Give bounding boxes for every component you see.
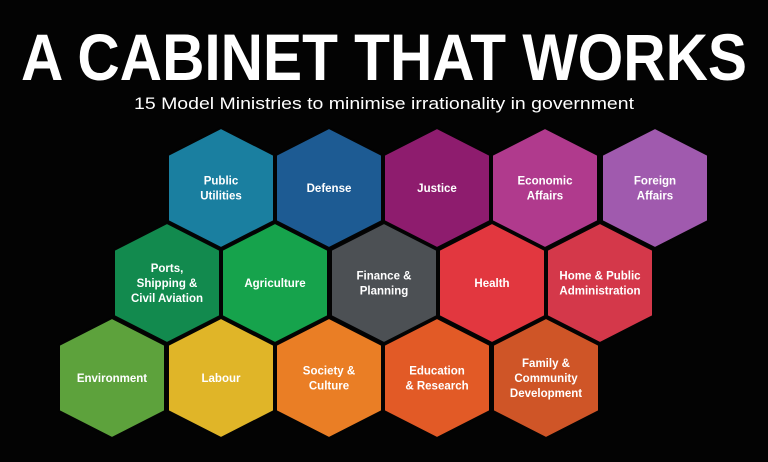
hexagon-shape	[383, 316, 491, 440]
hexagon-shape	[275, 126, 383, 250]
hexagon-shape	[275, 316, 383, 440]
ministry-label: & Research	[405, 381, 468, 393]
ministry-label: Family &	[522, 358, 570, 370]
ministry-hex: Society & Culture	[275, 316, 383, 440]
ministry-label: Community	[514, 373, 578, 385]
ministry-label: Labour	[202, 373, 241, 385]
hexagon-shape	[491, 126, 599, 250]
ministry-label: Defense	[307, 183, 352, 195]
ministry-hex: Economic Affairs	[491, 126, 599, 250]
hexagon-shape	[167, 316, 275, 440]
ministry-label: Shipping &	[137, 278, 198, 290]
hexagon-shape	[601, 126, 709, 250]
ministry-label: Culture	[309, 381, 349, 393]
ministry-hex: Defense	[275, 126, 383, 250]
ministry-label: Education	[409, 366, 465, 378]
ministry-label: Public	[204, 176, 239, 188]
ministry-label: Society &	[303, 366, 355, 378]
hexagon-shape	[167, 126, 275, 250]
hexagon-shape	[58, 316, 166, 440]
hexagon-shape	[383, 126, 491, 250]
ministry-hex: Agriculture	[221, 221, 329, 345]
ministry-hex: Ports, Shipping & Civil Aviation	[113, 221, 221, 345]
ministry-label: Ports,	[151, 263, 184, 275]
ministry-label: Civil Aviation	[131, 293, 203, 305]
ministry-label: Administration	[559, 286, 640, 298]
ministry-hex: Environment	[58, 316, 166, 440]
ministry-label: Finance &	[357, 271, 412, 283]
ministry-hex: Labour	[167, 316, 275, 440]
ministry-label: Affairs	[527, 191, 563, 203]
hexagon-shape	[221, 221, 329, 345]
ministry-label: Agriculture	[244, 278, 305, 290]
ministry-hex-grid: Public Utilities Defense Justice Economic Aff…	[58, 126, 709, 440]
ministry-hex: Family & Community Development	[492, 316, 600, 440]
ministry-hex: Finance & Planning	[330, 221, 438, 345]
ministry-hex: Public Utilities	[167, 126, 275, 250]
hexagon-shape	[492, 316, 600, 440]
ministry-hex: Home & Public Administration	[546, 221, 654, 345]
hexagon-shape	[546, 221, 654, 345]
ministry-hex: Health	[438, 221, 546, 345]
ministry-label: Economic	[518, 176, 574, 188]
ministry-label: Environment	[77, 373, 147, 385]
page-title: A CABINET THAT WORKS	[21, 20, 747, 94]
ministry-label: Utilities	[200, 191, 242, 203]
ministry-label: Justice	[417, 183, 457, 195]
ministry-label: Planning	[360, 286, 409, 298]
hexagon-shape	[330, 221, 438, 345]
ministry-hex: Education & Research	[383, 316, 491, 440]
hexagon-shape	[438, 221, 546, 345]
ministry-label: Health	[474, 278, 509, 290]
ministry-label: Development	[510, 388, 582, 400]
ministry-label: Affairs	[637, 191, 673, 203]
ministry-label: Foreign	[634, 176, 676, 188]
page-subtitle: 15 Model Ministries to minimise irration…	[134, 95, 634, 113]
ministry-hex: Foreign Affairs	[601, 126, 709, 250]
hexagon-shape	[113, 221, 221, 345]
ministry-label: Home & Public	[559, 271, 641, 283]
ministry-hex: Justice	[383, 126, 491, 250]
